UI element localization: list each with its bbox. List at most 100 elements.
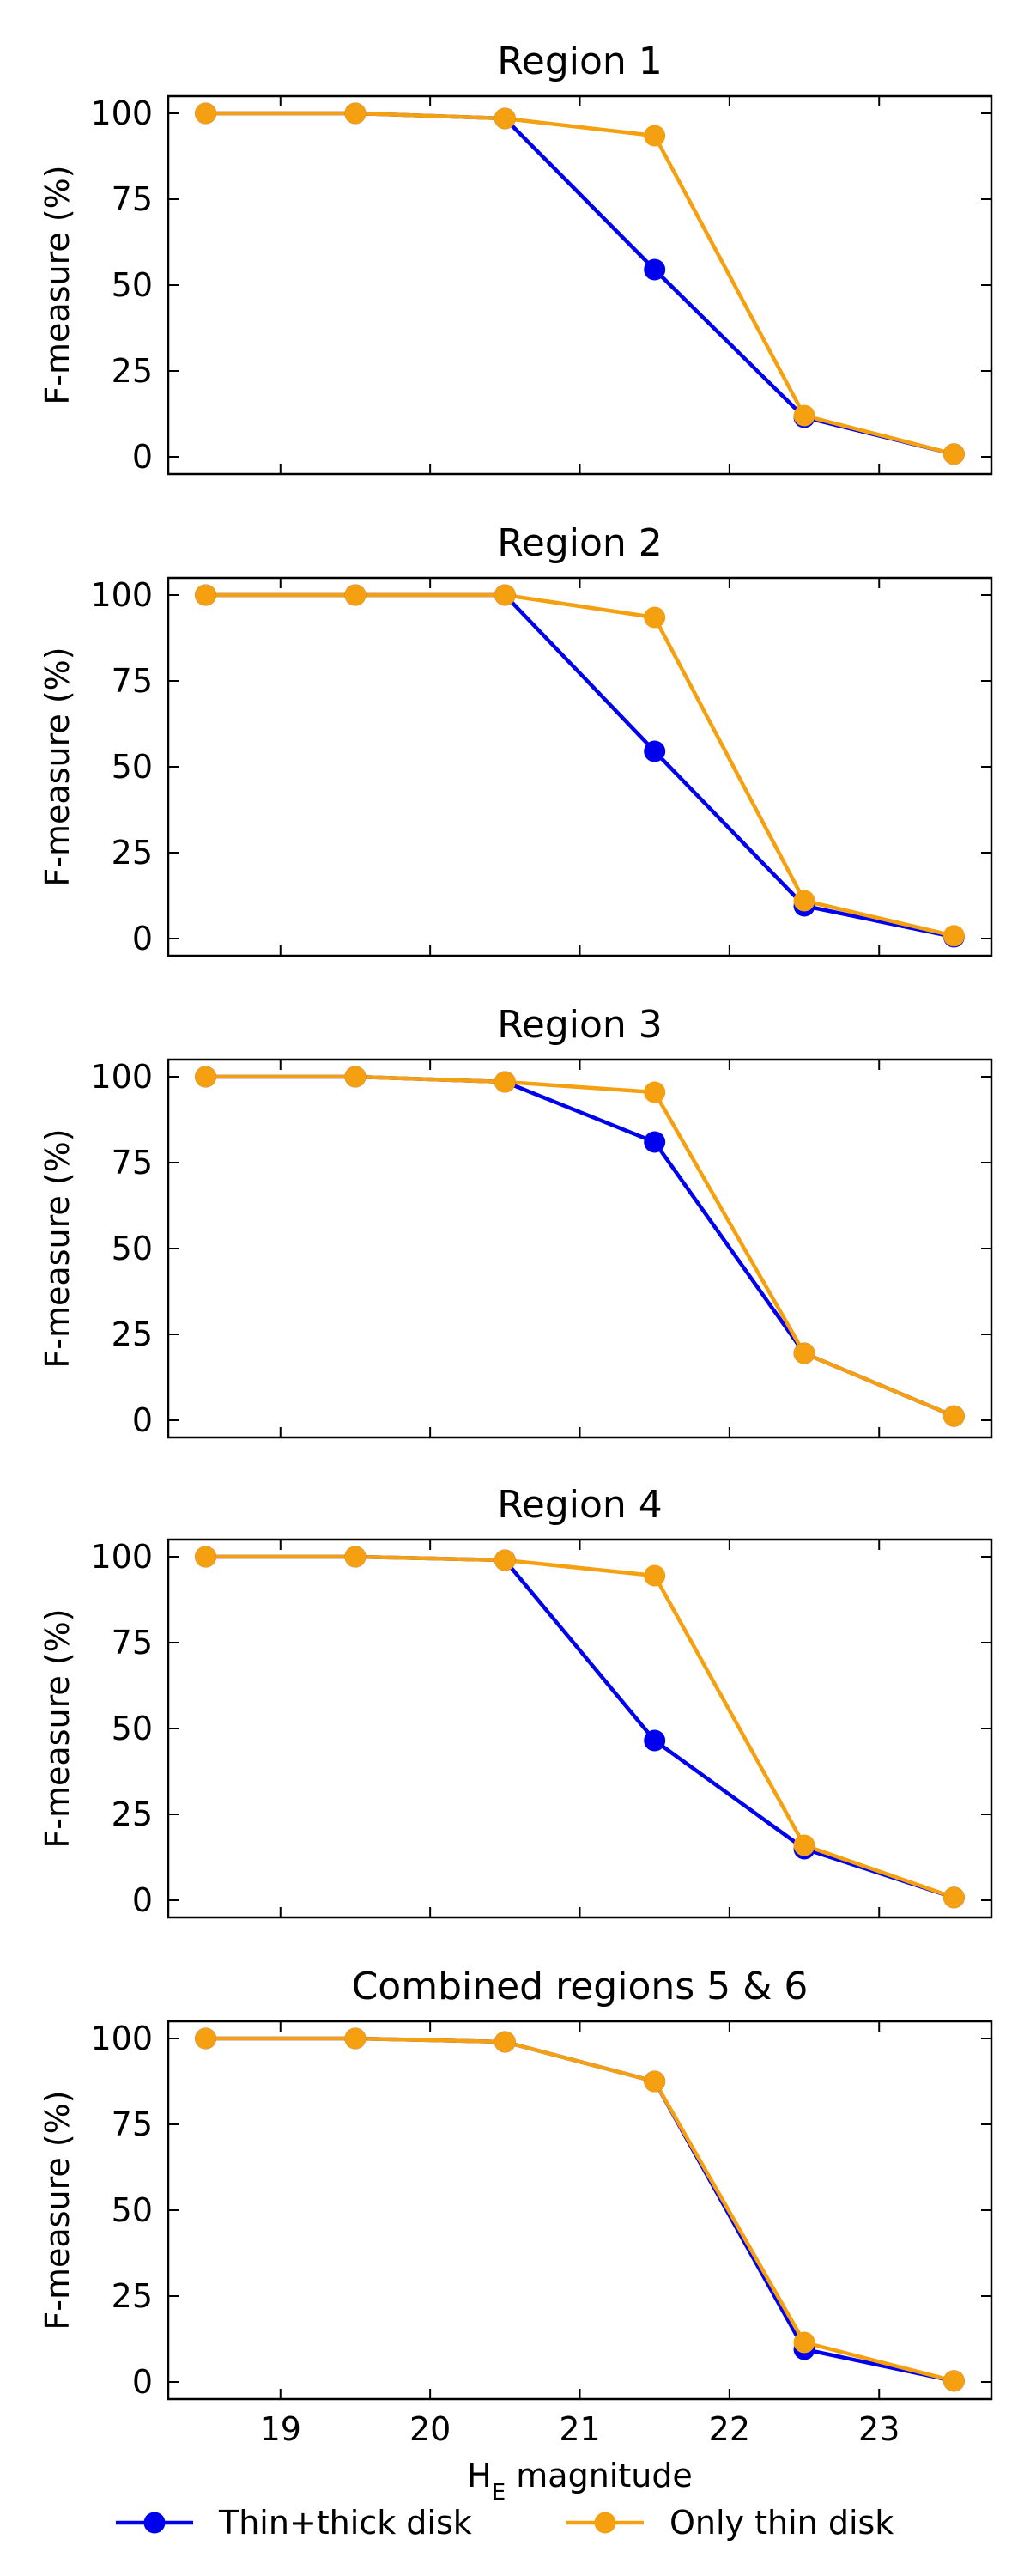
y-tick-label: 75 [112, 662, 153, 700]
series-line-thin-only [205, 592, 954, 938]
x-tick-label: 21 [559, 2410, 600, 2448]
panel-4: Region 4 F-measure (%) 0 25 50 75 100 [39, 1483, 993, 1919]
panel-title: Combined regions 5 & 6 [352, 1965, 809, 2008]
legend-label: Thin+thick disk [218, 2504, 472, 2542]
y-tick-label: 50 [112, 1710, 153, 1747]
data-point-thin-only [793, 1342, 815, 1364]
y-tick-label: 50 [112, 266, 153, 304]
y-axis-label: F-measure (%) [39, 647, 76, 886]
y-tick-label: 50 [112, 2191, 153, 2229]
series-line-thin-only [205, 2036, 954, 2383]
data-point-thin-only [344, 584, 367, 606]
data-point-thin-only [494, 1071, 516, 1093]
y-axis-label: F-measure (%) [39, 2090, 76, 2330]
data-point-thin-only [644, 1564, 666, 1587]
data-point-thin-only [344, 102, 367, 125]
data-point-thin-only [195, 1066, 217, 1088]
data-point-thin-only [494, 1549, 516, 1571]
data-point-thin-only [942, 443, 965, 465]
panel-title: Region 1 [497, 39, 663, 83]
axes-frame [167, 1058, 993, 1439]
data-point-thin-only [644, 606, 666, 629]
data-point-thin-only [494, 107, 516, 130]
panel-3: Region 3 F-measure (%) 0 25 50 75 100 [39, 1003, 993, 1439]
y-tick-label: 75 [112, 2105, 153, 2143]
panel-title: Region 2 [497, 521, 663, 565]
axes-frame [167, 576, 993, 957]
data-point-thin-only [494, 584, 516, 606]
data-point-thin-thick [644, 258, 666, 281]
legend-entry: Thin+thick disk [116, 2504, 472, 2542]
data-point-thin-only [195, 102, 217, 125]
y-tick-label: 25 [112, 352, 153, 390]
data-point-thin-only [195, 584, 217, 606]
x-axis-label: HE magnitude [467, 2457, 693, 2506]
data-point-thin-only [942, 925, 965, 947]
y-axis-label: F-measure (%) [39, 165, 76, 404]
data-point-thin-only [644, 2070, 666, 2093]
data-point-thin-only [344, 1066, 367, 1088]
y-tick-label: 0 [132, 2363, 153, 2401]
panel-1: Region 1 F-measure (%) 0 25 50 75 100 [39, 39, 993, 476]
x-tick-label: 22 [709, 2410, 750, 2448]
axes-frame [167, 2020, 993, 2401]
panel-title: Region 3 [497, 1003, 663, 1047]
y-tick-label: 0 [132, 1881, 153, 1919]
data-point-thin-only [942, 1886, 965, 1909]
data-point-thin-only [793, 404, 815, 427]
x-tick-label: 23 [858, 2410, 900, 2448]
y-tick-label: 25 [112, 1795, 153, 1833]
series-line-thin-only [205, 1074, 955, 1419]
data-point-thin-only [793, 1834, 815, 1856]
data-point-thin-only [793, 890, 815, 912]
y-tick-label: 0 [132, 1401, 153, 1439]
data-point-thin-only [644, 1081, 666, 1103]
y-tick-label: 75 [112, 180, 153, 218]
y-tick-label: 75 [112, 1624, 153, 1662]
series-line-thin-thick [205, 1554, 955, 1899]
y-tick-label: 50 [112, 748, 153, 786]
y-tick-label: 0 [132, 438, 153, 476]
data-point-thin-only [942, 1405, 965, 1427]
series-line-thin-thick [205, 2036, 954, 2384]
panel-title: Region 4 [497, 1483, 663, 1527]
data-point-thin-thick [644, 740, 666, 762]
legend-entry: Only thin disk [566, 2504, 894, 2542]
data-point-thin-only [793, 2331, 815, 2354]
series-line-thin-thick [205, 111, 954, 456]
panel-2: Region 2 F-measure (%) 0 25 50 75 100 [39, 521, 993, 957]
data-point-thin-only [942, 2370, 965, 2392]
data-point-thin-only [344, 1546, 367, 1568]
y-tick-label: 100 [90, 1058, 153, 1096]
y-tick-label: 100 [90, 1538, 153, 1576]
data-point-thin-thick [644, 1131, 666, 1153]
data-point-thin-thick [644, 1729, 666, 1752]
data-point-thin-only [195, 1546, 217, 1568]
axes-frame [167, 1538, 993, 1919]
series-line-thin-only [205, 1554, 955, 1899]
y-tick-label: 0 [132, 920, 153, 957]
data-point-thin-only [344, 2027, 367, 2050]
panel-5: Combined regions 5 & 6 F-measure (%) 0 25 50… [39, 1965, 993, 2448]
y-axis-label: F-measure (%) [39, 1608, 76, 1848]
series-line-thin-thick [205, 592, 954, 939]
y-tick-label: 50 [112, 1230, 153, 1267]
axes-frame [167, 94, 993, 476]
data-point-thin-only [494, 2031, 516, 2053]
data-point-thin-only [644, 125, 666, 147]
x-tick-label: 20 [409, 2410, 451, 2448]
series-line-thin-only [205, 111, 954, 456]
legend-label: Only thin disk [670, 2504, 894, 2542]
y-tick-label: 100 [90, 2020, 153, 2057]
series-line-thin-thick [205, 1074, 955, 1419]
y-tick-label: 100 [90, 576, 153, 614]
y-axis-label: F-measure (%) [39, 1128, 76, 1368]
legend-marker [143, 2512, 166, 2534]
legend-marker [594, 2512, 616, 2534]
data-point-thin-only [195, 2027, 217, 2050]
y-tick-label: 75 [112, 1144, 153, 1182]
y-tick-label: 100 [90, 94, 153, 132]
x-tick-label: 19 [260, 2410, 301, 2448]
y-tick-label: 25 [112, 2277, 153, 2315]
